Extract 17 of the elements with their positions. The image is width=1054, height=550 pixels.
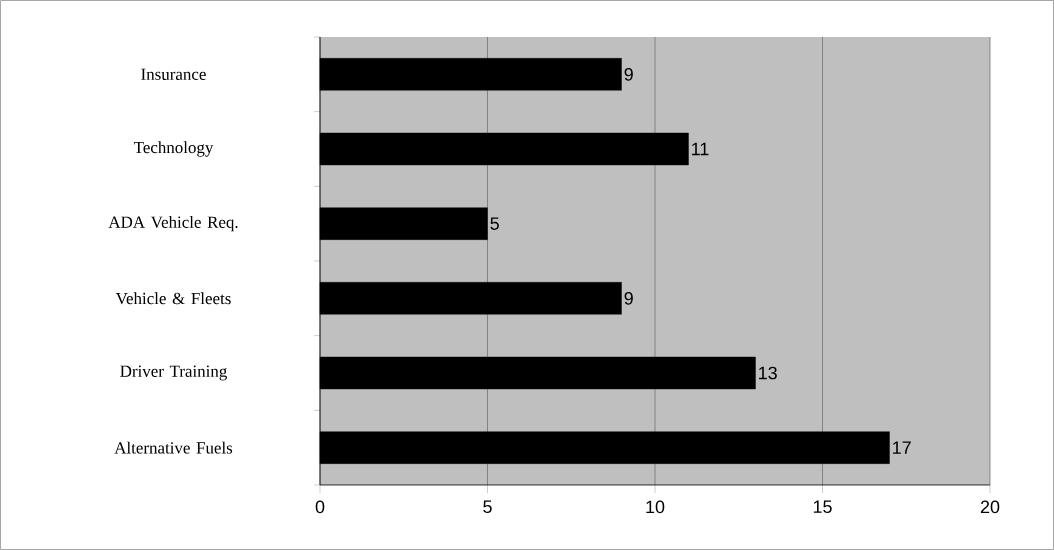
x-tick-label: 0 bbox=[315, 500, 325, 514]
x-tick-label: 10 bbox=[646, 500, 665, 514]
data-label: 5 bbox=[490, 217, 499, 230]
y-tick-label: Alternative Fuels bbox=[114, 441, 233, 454]
data-label: 13 bbox=[759, 366, 777, 380]
y-tick-label: Driver Training bbox=[120, 365, 227, 381]
data-label: 9 bbox=[624, 291, 633, 305]
x-tick-label: 15 bbox=[813, 500, 832, 514]
data-label: 17 bbox=[893, 441, 911, 454]
x-tick-label: 20 bbox=[980, 500, 1000, 514]
data-label: 9 bbox=[624, 67, 633, 81]
y-tick-label: Technology bbox=[133, 141, 214, 157]
y-tick-label: ADA Vehicle Req. bbox=[108, 215, 238, 232]
data-label: 11 bbox=[692, 142, 709, 156]
x-tick-label: 5 bbox=[483, 500, 492, 514]
y-tick-label: Insurance bbox=[141, 68, 206, 80]
y-tick-label: Vehicle & Fleets bbox=[115, 292, 231, 305]
